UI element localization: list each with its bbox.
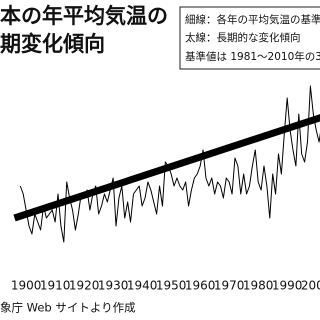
annual-line (19, 85, 320, 243)
x-tick-label: 1970 (214, 279, 245, 293)
plot-area: 1900191019201930194019501960197019801990… (11, 85, 320, 293)
legend-box (179, 6, 320, 70)
x-tick-label: 2000 (301, 279, 320, 293)
chart-title: 本の年平均気温の (0, 4, 168, 28)
x-tick-label: 1910 (40, 279, 71, 293)
x-tick-label: 1940 (127, 279, 158, 293)
trend-line (13, 114, 320, 222)
x-tick-label: 1950 (156, 279, 187, 293)
source-note: 象庁 Web サイトより作成 (0, 301, 136, 315)
legend-text: 細線：各年の平均気温の基準値か (185, 13, 320, 26)
legend-text: 基準値は 1981～2010年の30年 (185, 50, 320, 63)
x-tick-label: 1960 (185, 279, 216, 293)
x-tick-label: 1990 (272, 279, 303, 293)
x-tick-label: 1980 (243, 279, 274, 293)
chart-title: 期変化傾向 (0, 32, 105, 56)
x-tick-label: 1930 (98, 279, 129, 293)
x-tick-label: 1900 (11, 279, 42, 293)
x-tick-label: 1920 (69, 279, 100, 293)
legend-text: 太線：長期的な変化傾向 (185, 31, 301, 44)
